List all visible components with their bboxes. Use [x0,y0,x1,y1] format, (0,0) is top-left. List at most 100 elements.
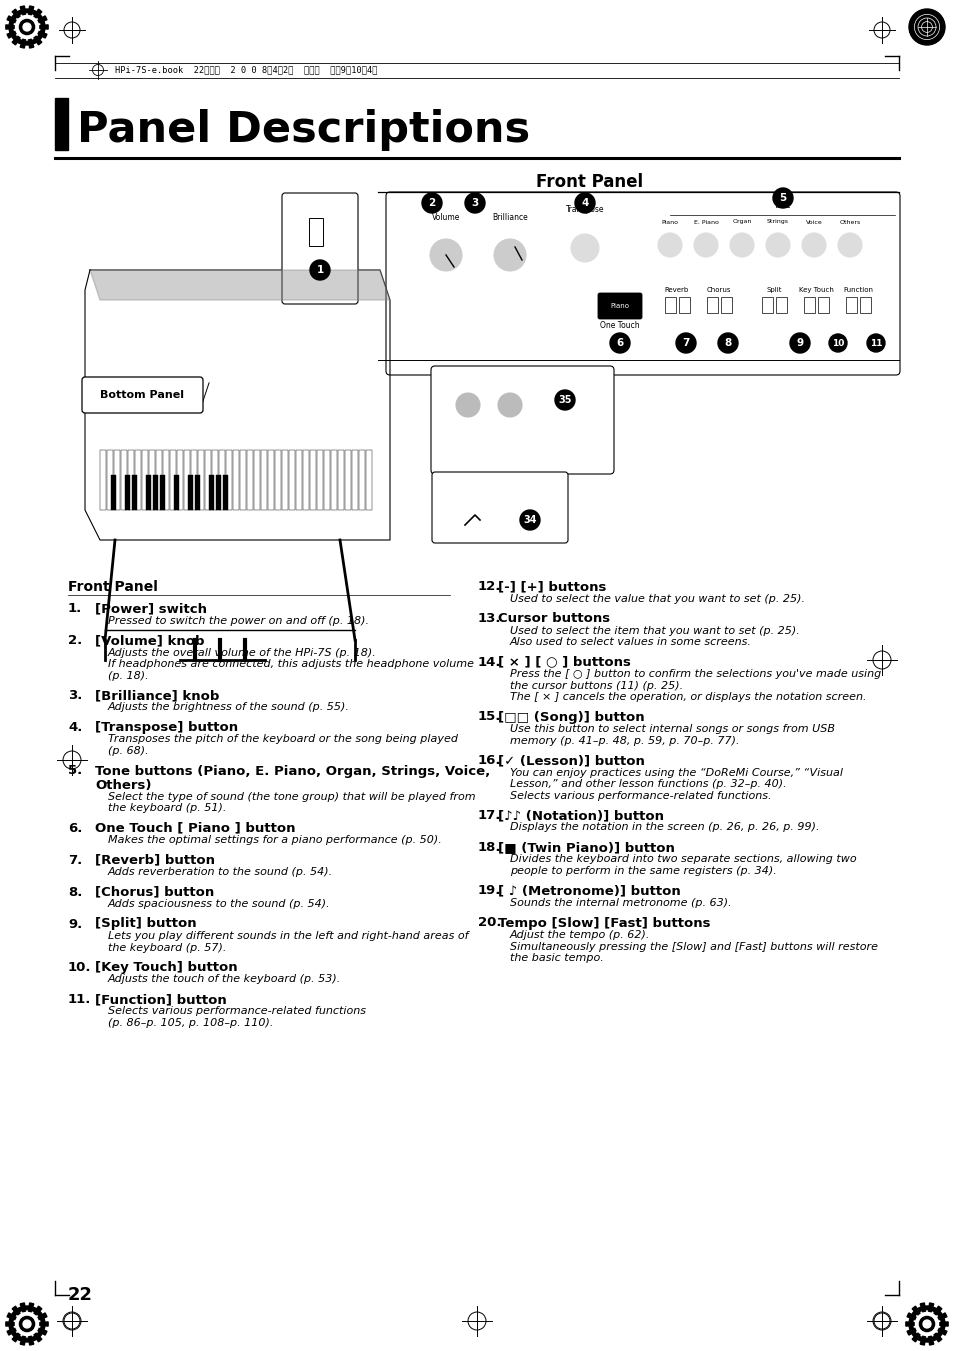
Text: Front Panel: Front Panel [536,173,643,190]
Bar [282,450,288,509]
Text: L/Mono: L/Mono [495,420,525,430]
Text: Others: Others [839,219,860,224]
Text: 10: 10 [831,339,843,347]
Text: Adjusts the brightness of the sound (p. 55).: Adjusts the brightness of the sound (p. … [108,703,350,712]
Bar [223,476,228,509]
Text: 15.: 15. [477,711,501,724]
Polygon shape [40,1321,48,1327]
Polygon shape [933,1306,941,1315]
Bar [177,450,183,509]
Circle shape [837,232,862,257]
Bar [309,218,323,246]
Text: Select the type of sound (the tone group) that will be played from
the keyboard : Select the type of sound (the tone group… [108,792,476,813]
Bar [268,450,274,509]
Text: One Touch [ Piano ] button: One Touch [ Piano ] button [95,821,295,835]
Text: Used to select the value that you want to set (p. 25).: Used to select the value that you want t… [510,593,804,604]
Polygon shape [34,1333,42,1342]
Text: [♪♪ (Notation)] button: [♪♪ (Notation)] button [497,809,663,821]
Polygon shape [939,1321,947,1327]
Bar [324,450,330,509]
Circle shape [729,232,753,257]
Circle shape [801,232,825,257]
Circle shape [772,188,792,208]
Bar [817,297,828,313]
Bar [247,450,253,509]
Polygon shape [12,36,20,45]
Text: Organ: Organ [732,219,751,224]
Circle shape [519,509,539,530]
Bar [803,297,814,313]
Text: Lets you play different sounds in the left and right-hand areas of
the keyboard : Lets you play different sounds in the le… [108,931,468,952]
Bar [132,476,137,509]
Text: 20.: 20. [477,916,501,929]
Text: [Key Touch] button: [Key Touch] button [95,961,237,974]
Circle shape [19,1316,34,1332]
Bar [205,450,211,509]
Text: Makes the optimal settings for a piano performance (p. 50).: Makes the optimal settings for a piano p… [108,835,441,844]
Polygon shape [12,9,20,18]
Polygon shape [34,1306,42,1315]
Text: 6: 6 [616,338,623,349]
Circle shape [676,332,696,353]
Bar [845,297,856,313]
Bar [337,450,344,509]
Text: [✓ (Lesson)] button: [✓ (Lesson)] button [497,754,644,767]
Text: 2: 2 [428,199,436,208]
Circle shape [575,193,595,213]
Bar [160,476,165,509]
Polygon shape [911,1306,919,1315]
Polygon shape [920,1302,924,1312]
Polygon shape [29,1302,33,1312]
Text: Adjusts the overall volume of the HPi-7S (p. 18).
If headphones are connected, t: Adjusts the overall volume of the HPi-7S… [108,647,474,681]
Text: [-] [+] buttons: [-] [+] buttons [497,580,606,593]
Circle shape [430,239,461,272]
Bar [261,450,267,509]
Text: 9: 9 [796,338,802,349]
Text: [Power] switch: [Power] switch [95,603,207,615]
Polygon shape [927,1336,933,1346]
Bar [188,476,193,509]
Bar [352,450,357,509]
Text: You can enjoy practices using the “DoReMi Course,” “Visual
Lesson,” and other le: You can enjoy practices using the “DoReM… [510,767,842,801]
Bar [212,450,218,509]
Bar [128,450,133,509]
Text: Bottom Panel: Bottom Panel [100,390,184,400]
Polygon shape [20,1302,26,1312]
Text: Power: Power [307,205,333,215]
Text: [Brilliance] knob: [Brilliance] knob [95,689,219,703]
Text: 11: 11 [869,339,882,347]
Text: Panel Descriptions: Panel Descriptions [77,109,530,151]
Text: 22: 22 [68,1286,92,1304]
Circle shape [828,334,846,353]
Bar [240,450,246,509]
Polygon shape [38,31,47,38]
Bar [215,476,221,509]
Text: 34: 34 [522,515,537,526]
Polygon shape [29,1336,33,1346]
Circle shape [23,23,30,31]
Polygon shape [905,1321,913,1327]
Bar [664,297,676,313]
Polygon shape [937,1313,946,1320]
Polygon shape [12,1306,20,1315]
Text: 9.: 9. [68,917,82,931]
Bar [679,297,689,313]
Circle shape [919,1316,934,1332]
Circle shape [908,1306,944,1342]
Text: Adjust the tempo (p. 62).
Simultaneously pressing the [Slow] and [Fast] buttons : Adjust the tempo (p. 62). Simultaneously… [510,929,877,963]
Polygon shape [7,31,16,38]
Bar [125,476,130,509]
Text: E. Piano: E. Piano [693,219,718,224]
Text: 17.: 17. [477,809,501,821]
Circle shape [456,393,479,417]
Text: R: R [464,420,471,430]
Bar [310,450,315,509]
Text: Reverb: Reverb [664,286,688,293]
Text: [Transpose] button: [Transpose] button [95,721,238,734]
Circle shape [494,239,525,272]
Circle shape [555,390,575,409]
Text: [ × ] [ ○ ] buttons: [ × ] [ ○ ] buttons [497,655,630,669]
Circle shape [658,232,681,257]
Text: 7: 7 [681,338,689,349]
Text: Tone: Tone [774,201,791,209]
